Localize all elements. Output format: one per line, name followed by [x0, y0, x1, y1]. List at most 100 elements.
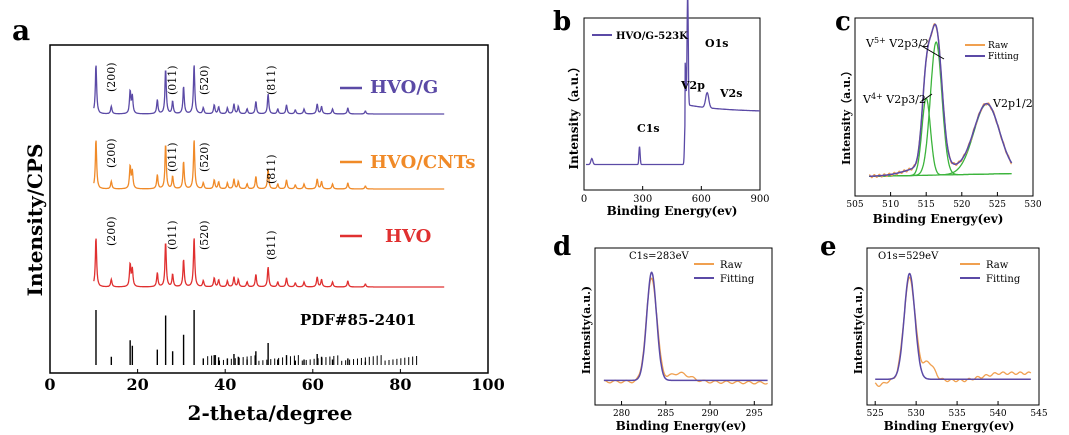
miller-label: (011): [166, 65, 179, 95]
peak-label-v2p: V2p: [680, 79, 705, 92]
panel-c-letter: c: [835, 7, 851, 37]
panel-d-raw: [603, 277, 768, 385]
tick-label: 540: [989, 409, 1006, 419]
panel-d: d Intensity(a.u.) Binding Energy(ev) 280…: [553, 232, 773, 433]
miller-indices-hvo-g: (200) (011) (520) (811): [105, 62, 278, 95]
panel-d-xlabel: Binding Energy(ev): [616, 419, 747, 433]
tick-label: 60: [302, 375, 324, 394]
panel-a-ylabel: Intensity/CPS: [23, 144, 47, 297]
miller-label: (811): [265, 154, 278, 184]
tick-label: 40: [214, 375, 236, 394]
tick-label: 510: [882, 200, 899, 210]
miller-indices-hvo-cnts: (200) (011) (520) (811): [105, 138, 278, 184]
panel-c-fitting: [869, 23, 1013, 178]
panel-b-ticks: 0 300 600 900: [581, 186, 770, 205]
panel-e-ticks: 525 530 535 540 545: [867, 401, 1048, 419]
panel-e-annotation: O1s=529eV: [878, 251, 939, 262]
xrd-series-line: [93, 65, 445, 115]
label-v4-v2p32: V4+ V2p3/2: [862, 92, 926, 107]
panel-a-series: [93, 65, 445, 288]
panel-e-frame: [866, 247, 1040, 406]
panel-c-ylabel: Intensity（a.u.）: [840, 65, 853, 165]
label-v2p12: V2p1/2: [992, 97, 1033, 110]
tick-label: 515: [918, 200, 935, 210]
panel-e-ylabel: Intensity(a.u.): [852, 286, 865, 374]
panel-c-component-v2p12: [869, 103, 1013, 178]
xrd-series-line: [93, 140, 445, 190]
miller-label: (011): [166, 220, 179, 250]
panel-d-ylabel: Intensity(a.u.): [580, 286, 593, 374]
peak-label-o1s: O1s: [705, 37, 728, 50]
miller-label: (520): [198, 142, 211, 172]
tick-label: 505: [846, 200, 863, 210]
panel-e-legend-fit: Fitting: [986, 274, 1021, 285]
panel-c-xlabel: Binding Energy(ev): [873, 212, 1004, 226]
tick-label: 290: [701, 409, 718, 419]
tick-label: 520: [953, 200, 970, 210]
legend-hvo-g: HVO/G: [370, 77, 438, 98]
label-v5-v2p32: V5+ V2p3/2: [865, 36, 929, 51]
panel-d-fitting: [603, 271, 768, 382]
legend-hvo: HVO: [385, 226, 431, 247]
panel-a-frame: [49, 44, 489, 374]
panel-e-legend-raw: Raw: [986, 260, 1009, 271]
miller-label: (520): [198, 220, 211, 250]
panel-a: a Intensity/CPS 2-theta/degree 0 20 40 60 80…: [12, 14, 505, 425]
tick-label: 525: [867, 409, 884, 419]
panel-b-spectrum: [586, 0, 760, 166]
xrd-series-line: [93, 238, 445, 288]
panel-c-ticks: 505 510 515 520 525 530: [846, 192, 1042, 210]
panel-c-component-v4: [869, 97, 1012, 178]
panel-c-legend-raw: Raw: [988, 41, 1008, 51]
panel-e-letter: e: [820, 232, 837, 262]
panel-c-legend-fit: Fitting: [988, 52, 1019, 62]
panel-b-xlabel: Binding Energy(ev): [607, 204, 738, 218]
tick-label: 530: [908, 409, 925, 419]
panel-b-legend: HVO/G-523K: [616, 31, 688, 42]
miller-indices-hvo: (200) (011) (520) (811): [105, 216, 278, 260]
arrow-v4: [921, 93, 933, 102]
tick-label: 280: [613, 409, 630, 419]
panel-c: c Intensity（a.u.） Binding Energy(ev) 505…: [835, 7, 1042, 226]
tick-label: 100: [471, 375, 504, 394]
tick-label: 300: [633, 194, 652, 205]
tick-label: 0: [44, 375, 55, 394]
panel-b-letter: b: [553, 7, 571, 37]
panel-d-legend-fit: Fitting: [720, 274, 755, 285]
tick-label: 295: [746, 409, 763, 419]
tick-label: 900: [750, 194, 769, 205]
tick-label: 80: [389, 375, 411, 394]
arrow-v5: [919, 44, 945, 60]
miller-label: (811): [265, 230, 278, 260]
peak-label-v2s: V2s: [719, 87, 742, 100]
panel-d-ticks: 280 285 290 295: [613, 401, 763, 419]
tick-label: 20: [126, 375, 148, 394]
panel-d-letter: d: [553, 232, 571, 262]
tick-label: 535: [949, 409, 966, 419]
miller-label: (200): [105, 216, 118, 246]
miller-label: (811): [265, 65, 278, 95]
panel-e-fitting: [875, 272, 1031, 380]
peak-label-c1s: C1s: [637, 122, 660, 135]
tick-label: 545: [1030, 409, 1047, 419]
miller-label: (200): [105, 138, 118, 168]
panel-b: b Intensity（a.u.） Binding Energy(ev) 0 30…: [553, 0, 770, 218]
panel-d-annotation: C1s=283eV: [629, 251, 690, 262]
tick-label: 285: [657, 409, 674, 419]
legend-hvo-cnts: HVO/CNTs: [370, 152, 476, 173]
tick-label: 600: [692, 194, 711, 205]
tick-label: 530: [1024, 200, 1041, 210]
panel-d-frame: [594, 247, 773, 406]
tick-label: 0: [581, 194, 587, 205]
miller-label: (520): [198, 65, 211, 95]
panel-d-legend-raw: Raw: [720, 260, 743, 271]
miller-label: (200): [105, 62, 118, 92]
panel-b-frame: [583, 17, 761, 191]
miller-label: (011): [166, 142, 179, 172]
panel-c-frame: [854, 17, 1034, 197]
panel-b-ylabel: Intensity（a.u.）: [566, 61, 581, 170]
panel-e: e Intensity(a.u.) Binding Energy(ev) 525…: [820, 232, 1048, 433]
panel-a-xlabel: 2-theta/degree: [188, 401, 353, 425]
panel-a-reference-bars: [95, 310, 418, 365]
